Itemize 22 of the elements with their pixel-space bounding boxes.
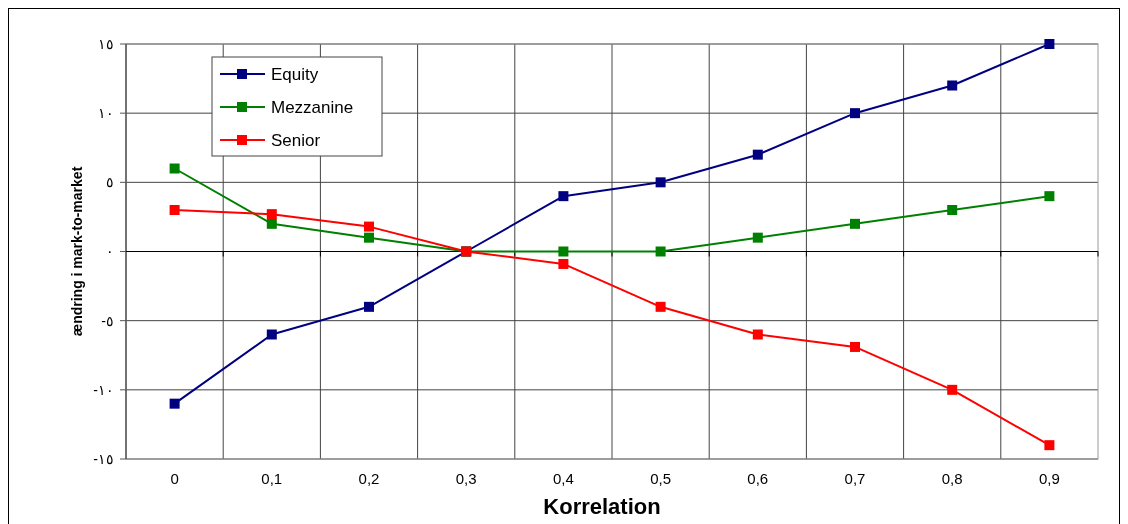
y-tick-label: -٥ <box>101 312 114 329</box>
x-tick-label: 0,8 <box>941 470 963 487</box>
x-axis-title: Korrelation <box>543 494 661 519</box>
legend-label: Senior <box>271 130 321 150</box>
y-tick-label: ١٠ <box>98 105 114 122</box>
legend-label: Mezzanine <box>271 97 354 117</box>
legend-label: Equity <box>271 64 319 84</box>
y-tick-label: -١٥ <box>93 450 114 467</box>
x-tick-label: 0,5 <box>650 470 672 487</box>
x-tick-label: 0,2 <box>358 470 380 487</box>
x-tick-label: 0,6 <box>747 470 769 487</box>
y-axis-title: ændring i mark-to-market <box>69 166 85 337</box>
x-tick-label: 0,9 <box>1038 470 1060 487</box>
x-tick-label: 0,7 <box>844 470 866 487</box>
y-tick-label: ٥ <box>106 174 114 191</box>
y-tick-label: ١٥ <box>98 35 114 52</box>
x-tick-label: 0,4 <box>552 470 574 487</box>
x-tick-label: 0,1 <box>261 470 283 487</box>
y-tick-label: ٠ <box>106 243 114 260</box>
y-tick-label: -١٠ <box>93 381 114 398</box>
x-tick-label: 0 <box>170 470 179 487</box>
x-tick-label: 0,3 <box>455 470 477 487</box>
